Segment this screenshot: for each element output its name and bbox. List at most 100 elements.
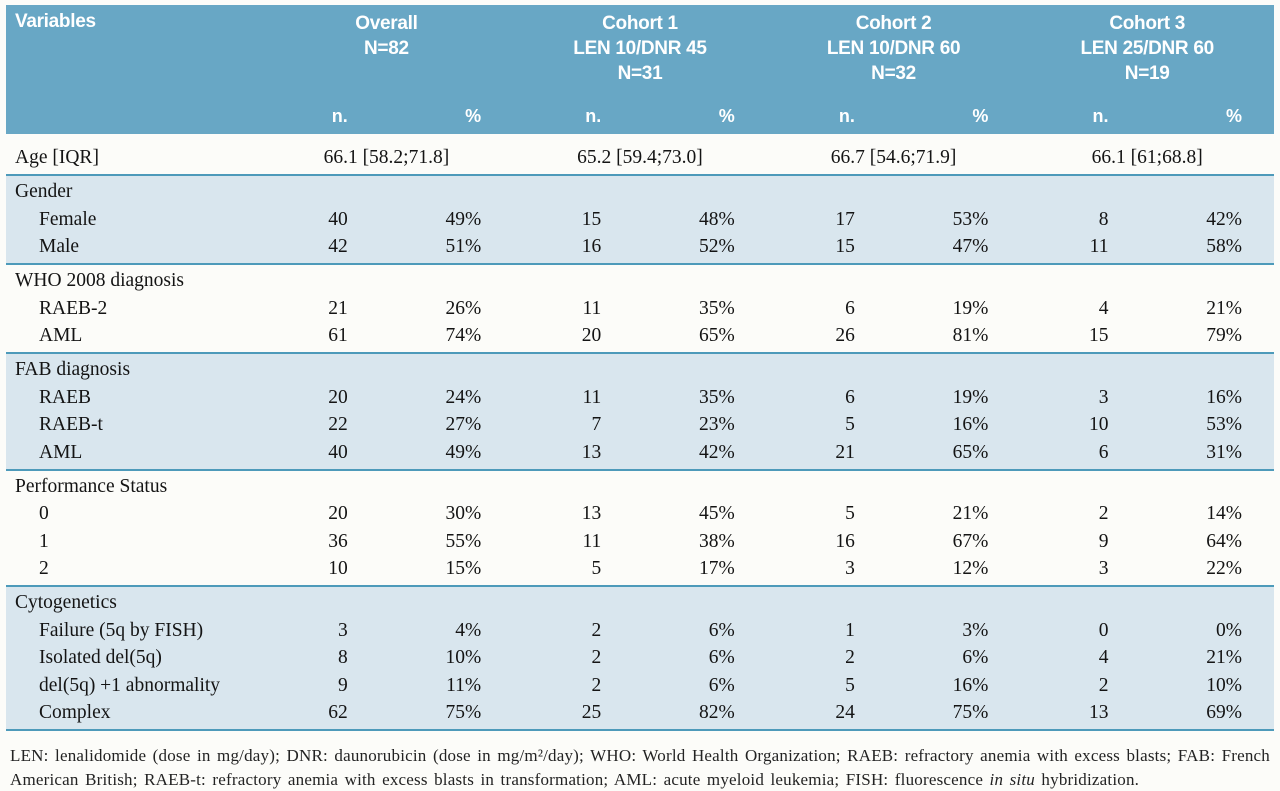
column-group-header-line: N=19 xyxy=(1124,63,1170,84)
percent-value-cell: 48% xyxy=(699,208,735,230)
column-group-header: Cohort 3 LEN 25/DNR 60 N=19 xyxy=(1020,5,1274,87)
percent-value-cell: 82% xyxy=(627,699,767,731)
n-value-cell: 7 xyxy=(591,414,602,435)
row-label: Complex xyxy=(6,699,260,731)
percent-value-cell: 31% xyxy=(1206,441,1242,463)
age-value-cell: 66.7 [54.6;71.9] xyxy=(830,147,957,168)
percent-value-cell: 79% xyxy=(1206,325,1242,346)
percent-value-cell: 16% xyxy=(952,674,989,696)
n-value-cell: 36 xyxy=(328,530,348,552)
percent-value-cell: 16% xyxy=(952,414,989,435)
section-header-row: WHO 2008 diagnosis xyxy=(6,263,1274,295)
percent-value-cell: 6% xyxy=(708,647,735,668)
n-value-cell: 3 xyxy=(1098,558,1109,579)
empty-cell xyxy=(259,352,1274,384)
percent-column-header: % xyxy=(880,87,1021,134)
table-row: AML 40 49% 13 42% 21 65% 6 31% xyxy=(6,438,1274,470)
percent-value-cell: 65% xyxy=(952,441,989,463)
row-label: Isolated del(5q) xyxy=(39,647,162,668)
table-row: RAEB 20 24% 11 35% 6 19% 3 16% xyxy=(6,383,1274,411)
n-value-cell: 40 xyxy=(328,441,348,463)
n-value-cell: 9 xyxy=(337,674,348,696)
section-header-row: Gender xyxy=(6,174,1274,206)
n-value-cell: 62 xyxy=(259,699,374,731)
percent-value-cell: 53% xyxy=(1206,414,1242,435)
percent-value-cell: 23% xyxy=(699,414,735,435)
percent-value-cell: 42% xyxy=(1206,208,1242,230)
n-value-cell: 15 xyxy=(581,208,602,230)
percent-value-cell: 6% xyxy=(962,647,989,668)
table-body: Age [IQR] 66.1 [58.2;71.8] 65.2 [59.4;73.0… xyxy=(6,134,1274,731)
n-column-header: n. xyxy=(259,87,374,134)
n-value-cell: 5 xyxy=(845,674,855,696)
row-label: Gender xyxy=(6,174,260,206)
n-value-cell: 10 xyxy=(328,558,348,579)
column-group-header: Overall N=82 xyxy=(259,5,514,87)
n-value-cell: 11 xyxy=(582,386,602,408)
percent-value-cell: 45% xyxy=(699,503,735,524)
percent-value-cell: 22% xyxy=(1206,558,1242,579)
n-column-header: n. xyxy=(766,87,881,134)
n-value-cell: 5 xyxy=(845,503,855,524)
percent-value-cell: 81% xyxy=(952,325,989,346)
n-value-cell: 8 xyxy=(1098,208,1109,230)
column-group-header-line: LEN 10/DNR 60 xyxy=(826,38,961,59)
percent-value-cell: 15% xyxy=(445,558,482,579)
n-value-cell: 5 xyxy=(845,414,855,435)
percent-value-cell: 38% xyxy=(699,530,735,552)
percent-value-cell: 21% xyxy=(1206,297,1242,319)
n-value-cell: 22 xyxy=(328,414,348,435)
n-value-cell: 61 xyxy=(328,325,348,346)
percent-value-cell: 65% xyxy=(699,325,735,346)
n-value-cell: 13 xyxy=(581,503,602,524)
n-value-cell: 15 xyxy=(835,236,855,257)
percent-value-cell: 14% xyxy=(1206,503,1242,524)
n-value-cell: 20 xyxy=(328,503,348,524)
table-row: RAEB-t 22 27% 7 23% 5 16% 10 53% xyxy=(6,411,1274,439)
n-value-cell: 6 xyxy=(845,386,855,408)
percent-value-cell: 0% xyxy=(1216,619,1242,641)
paper-table-figure: Variables Overall N=82 Cohort 1 LEN 10/DNR 4… xyxy=(6,5,1274,789)
percent-value-cell: 4% xyxy=(455,619,482,641)
n-value-cell: 2 xyxy=(1098,503,1109,524)
percent-value-cell: 64% xyxy=(1206,530,1242,552)
n-value-cell: 3 xyxy=(1098,386,1109,408)
table-row: Failure (5q by FISH) 3 4% 2 6% 1 3% 0 0% xyxy=(6,616,1274,644)
percent-value-cell: 69% xyxy=(1134,699,1274,731)
percent-value-cell: 26% xyxy=(445,297,482,319)
empty-cell xyxy=(259,585,1274,617)
percent-value-cell: 6% xyxy=(708,619,735,641)
row-label: FAB diagnosis xyxy=(6,352,260,384)
percent-value-cell: 42% xyxy=(699,441,735,463)
empty-cell xyxy=(259,263,1274,295)
n-value-cell: 8 xyxy=(337,647,348,668)
table-row: AML 61 74% 20 65% 26 81% 15 79% xyxy=(6,322,1274,353)
n-value-cell: 13 xyxy=(581,441,602,463)
column-group-header-line: N=82 xyxy=(364,38,409,59)
percent-column-header: % xyxy=(1134,87,1274,134)
percent-value-cell: 35% xyxy=(699,297,735,319)
column-group-header-line: N=32 xyxy=(871,63,916,84)
n-value-cell: 4 xyxy=(1098,647,1109,668)
row-label: AML xyxy=(39,441,83,463)
percent-value-cell: 75% xyxy=(373,699,514,731)
n-value-cell: 40 xyxy=(328,208,348,230)
subheader-spacer xyxy=(6,87,260,134)
column-group-header-line: Overall xyxy=(355,13,418,34)
table-row: Age [IQR] 66.1 [58.2;71.8] 65.2 [59.4;73.0… xyxy=(6,134,1274,175)
n-value-cell: 16 xyxy=(581,236,602,257)
n-value-cell: 6 xyxy=(1098,441,1109,463)
percent-value-cell: 19% xyxy=(952,297,989,319)
n-value-cell: 2 xyxy=(1098,674,1109,696)
footnote-italic-text: in situ xyxy=(989,769,1035,789)
percent-value-cell: 3% xyxy=(962,619,989,641)
row-label: 2 xyxy=(39,558,49,579)
percent-value-cell: 24% xyxy=(445,386,482,408)
table-row: del(5q) +1 abnormality 9 11% 2 6% 5 16% 2 10% xyxy=(6,671,1274,699)
n-value-cell: 17 xyxy=(835,208,855,230)
n-value-cell: 3 xyxy=(337,619,348,641)
n-value-cell: 11 xyxy=(1089,236,1109,257)
percent-value-cell: 30% xyxy=(445,503,482,524)
n-value-cell: 2 xyxy=(591,674,602,696)
header-title-row: Variables Overall N=82 Cohort 1 LEN 10/DNR 4… xyxy=(6,5,1274,87)
